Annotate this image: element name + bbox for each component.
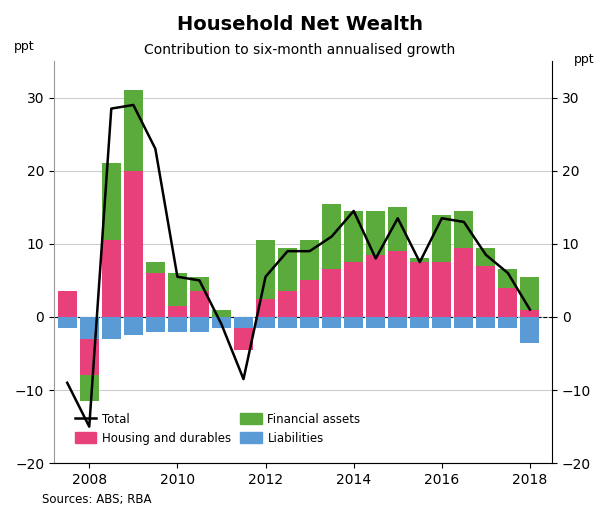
Bar [433, 262, 451, 317]
Bar [322, 204, 341, 269]
Legend: Total, Housing and durables, Financial assets, Liabilities: Total, Housing and durables, Financial a… [70, 408, 365, 449]
Bar [102, 240, 121, 317]
Bar [366, 255, 385, 317]
Bar [410, 317, 429, 328]
Bar [454, 211, 473, 247]
Bar [366, 211, 385, 255]
Y-axis label: ppt: ppt [574, 53, 595, 66]
Bar [344, 317, 363, 328]
Bar [168, 306, 187, 317]
Bar [433, 215, 451, 262]
Total [306, 248, 313, 254]
Total [416, 259, 424, 265]
Line: Total: Total [67, 105, 530, 427]
Bar [256, 240, 275, 299]
Bar [344, 262, 363, 317]
Total [460, 219, 467, 225]
Bar [476, 247, 496, 266]
Bar [410, 259, 429, 262]
Bar [190, 291, 209, 317]
Total [86, 423, 93, 430]
Total [284, 248, 291, 254]
Bar [476, 317, 496, 328]
Text: Contribution to six-month annualised growth: Contribution to six-month annualised gro… [145, 43, 455, 58]
Total [240, 376, 247, 382]
Bar [410, 262, 429, 317]
Bar [520, 309, 539, 317]
Total [328, 234, 335, 240]
Bar [124, 171, 143, 317]
Bar [300, 317, 319, 328]
Bar [278, 247, 297, 291]
Bar [344, 211, 363, 262]
Bar [102, 163, 121, 240]
Y-axis label: ppt: ppt [14, 40, 34, 53]
Total [505, 270, 512, 276]
Bar [278, 317, 297, 328]
Bar [80, 317, 99, 339]
Total [64, 380, 71, 386]
Bar [146, 273, 165, 317]
Bar [322, 317, 341, 328]
Bar [322, 269, 341, 317]
Total [394, 215, 401, 221]
Bar [454, 247, 473, 317]
Total [482, 252, 490, 258]
Text: Sources: ABS; RBA: Sources: ABS; RBA [42, 493, 151, 506]
Bar [300, 240, 319, 280]
Total [107, 105, 115, 111]
Bar [80, 317, 99, 376]
Total [152, 146, 159, 152]
Total [130, 102, 137, 108]
Bar [190, 277, 209, 291]
Total [372, 256, 379, 262]
Bar [454, 317, 473, 328]
Total [218, 321, 225, 327]
Bar [146, 262, 165, 273]
Total [526, 306, 533, 313]
Bar [124, 317, 143, 335]
Bar [212, 317, 231, 328]
Bar [499, 269, 517, 288]
Bar [234, 317, 253, 328]
Bar [476, 266, 496, 317]
Bar [388, 207, 407, 251]
Bar [234, 317, 253, 350]
Bar [388, 317, 407, 328]
Bar [190, 317, 209, 331]
Bar [58, 291, 77, 317]
Bar [80, 376, 99, 401]
Total [438, 215, 445, 221]
Total [196, 277, 203, 284]
Bar [58, 317, 77, 328]
Bar [168, 273, 187, 306]
Bar [433, 317, 451, 328]
Total [350, 208, 357, 214]
Bar [102, 317, 121, 339]
Bar [300, 280, 319, 317]
Bar [520, 277, 539, 309]
Bar [520, 317, 539, 343]
Bar [278, 291, 297, 317]
Bar [499, 317, 517, 328]
Bar [212, 309, 231, 317]
Bar [146, 317, 165, 331]
Bar [256, 317, 275, 328]
Bar [388, 251, 407, 317]
Bar [168, 317, 187, 331]
Bar [499, 288, 517, 317]
Total [174, 274, 181, 280]
Bar [366, 317, 385, 328]
Bar [256, 299, 275, 317]
Bar [124, 90, 143, 171]
Text: Household Net Wealth: Household Net Wealth [177, 15, 423, 34]
Total [262, 274, 269, 280]
